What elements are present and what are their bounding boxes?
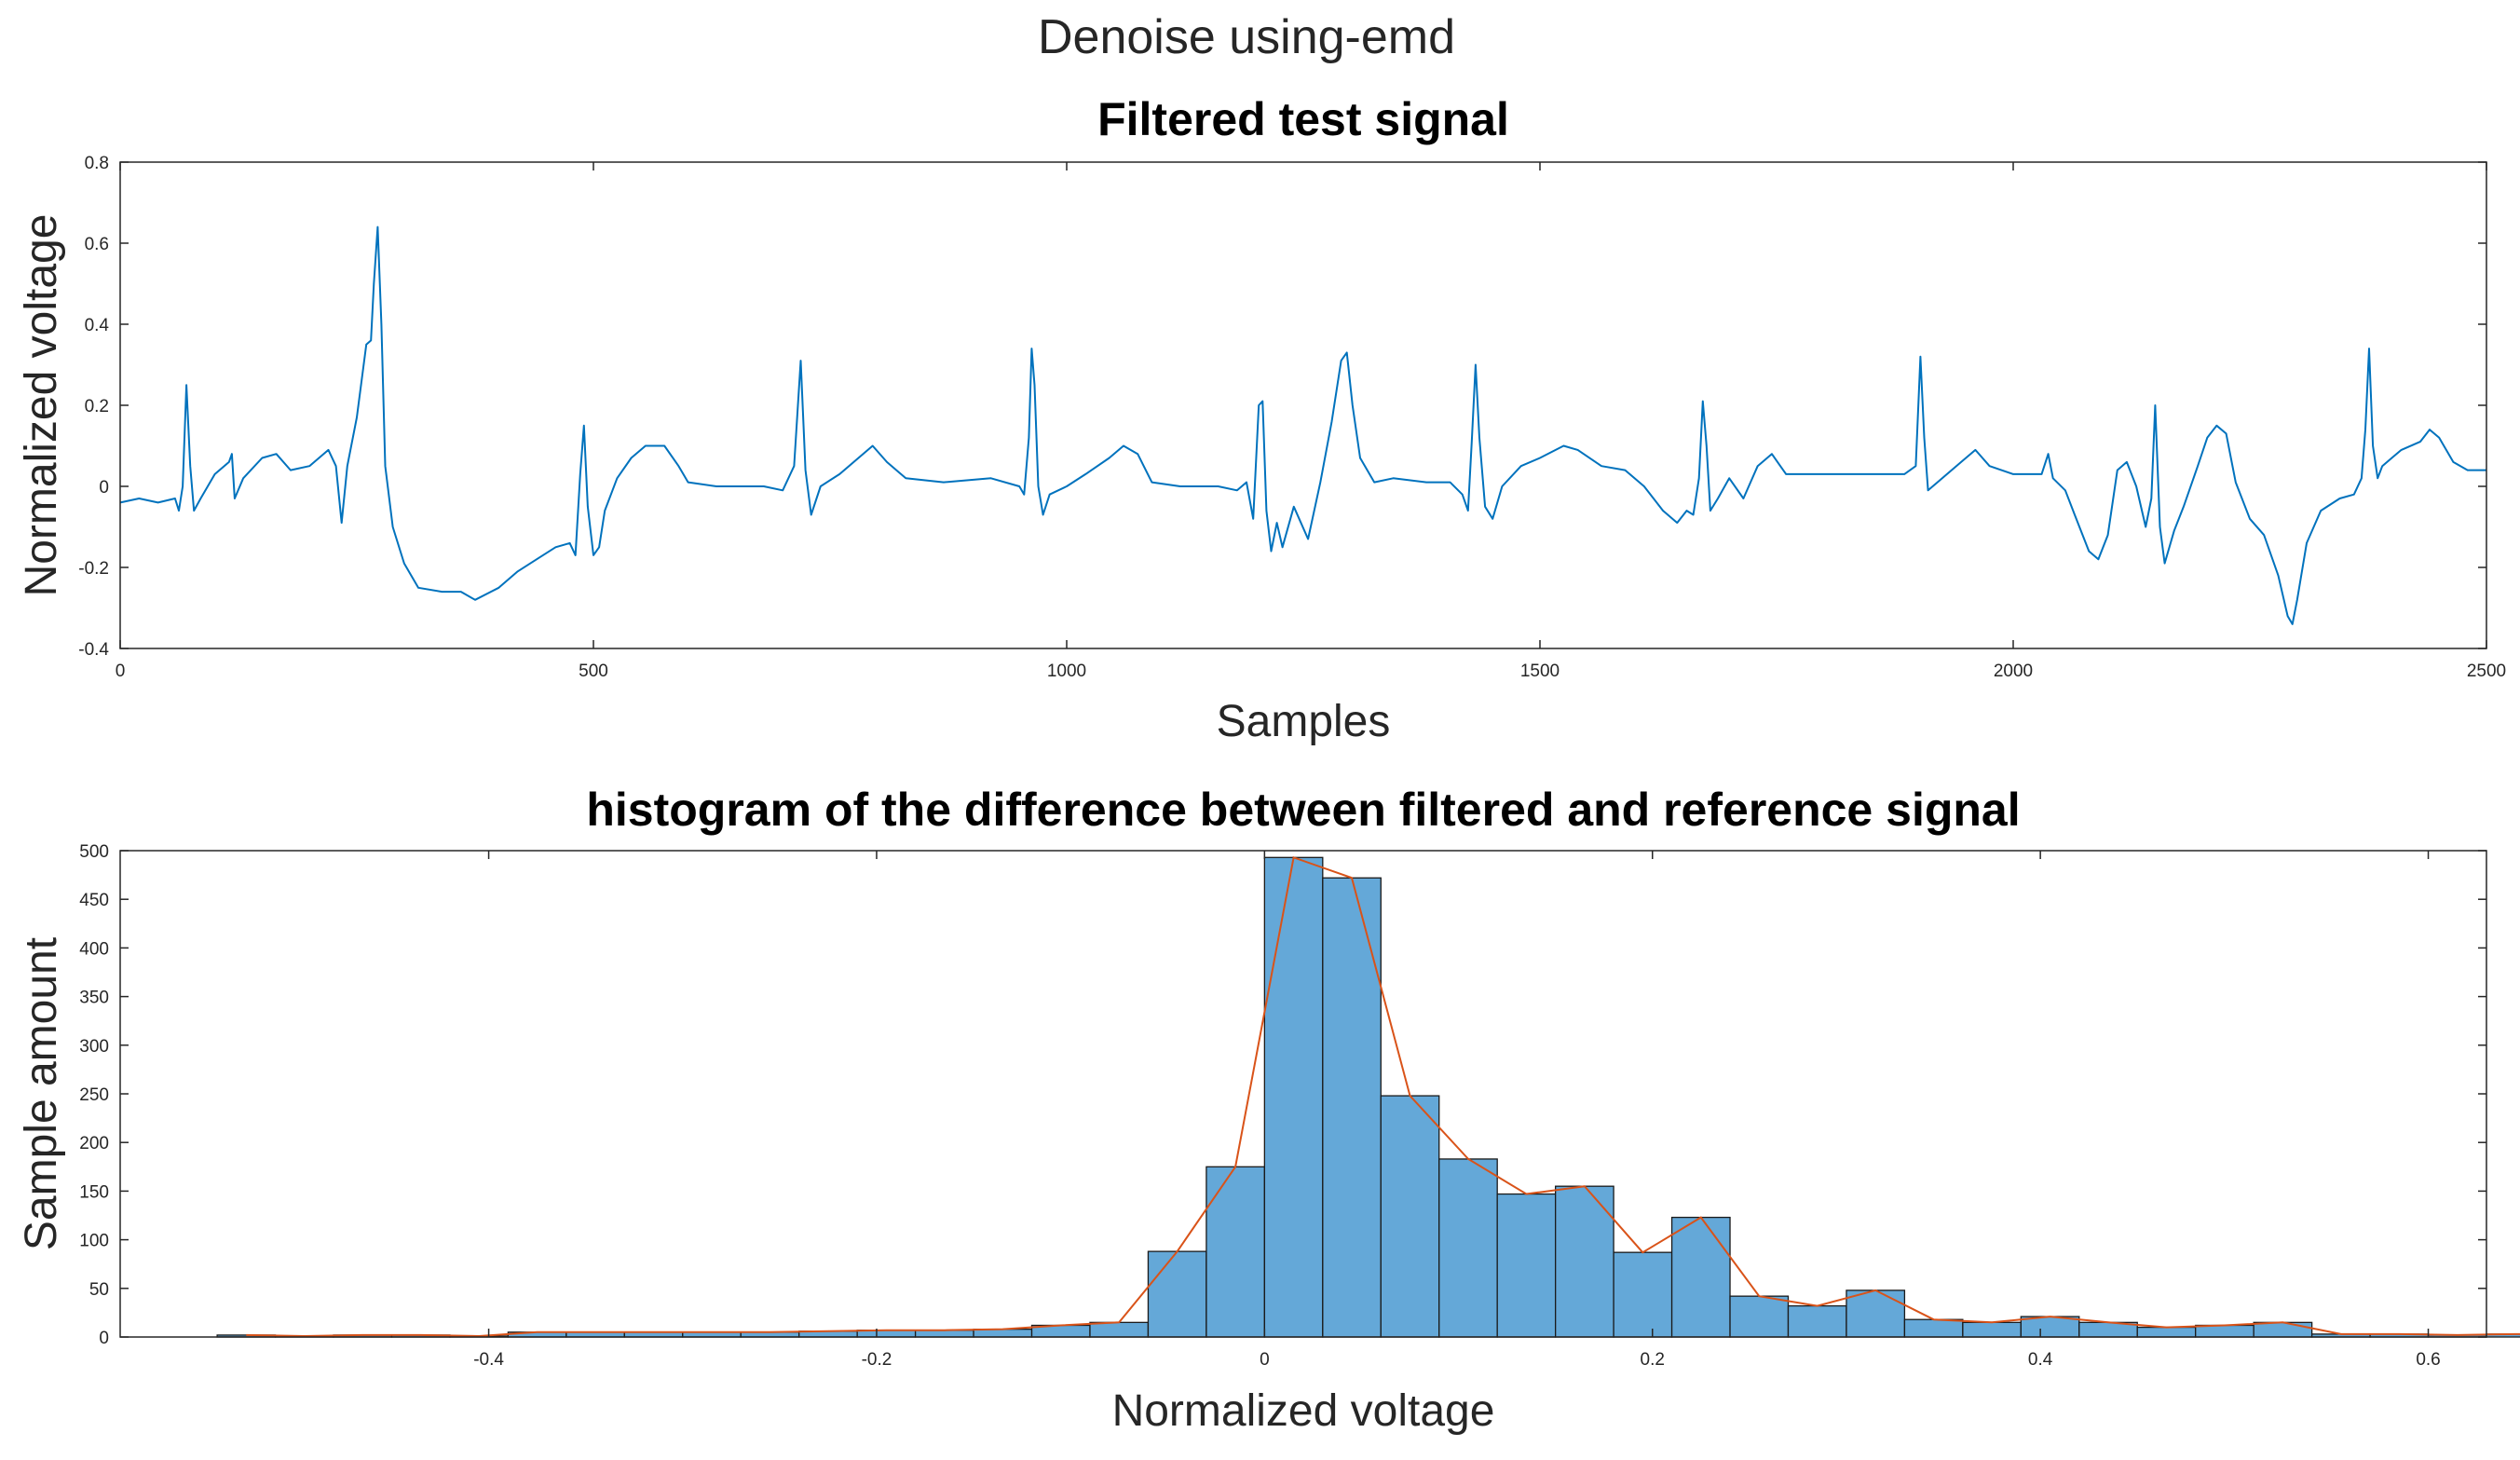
signal-chart: Filtered test signal 0 500 1000 1500 2000 250…: [17, 93, 2506, 746]
x-tick-label: -0.2: [862, 1350, 892, 1370]
histogram-bar: [1263, 856, 1324, 1338]
histogram-bar: [1846, 1289, 1906, 1338]
y-tick-label: 450: [79, 891, 109, 910]
x-tick-label: 2500: [2467, 662, 2506, 681]
y-tick-label: 50: [89, 1280, 109, 1300]
histogram-bar: [2195, 1324, 2254, 1338]
x-tick-label: 0: [1260, 1350, 1270, 1370]
histogram-bar: [1670, 1216, 1731, 1338]
histogram-bar: [1496, 1193, 1557, 1338]
y-tick-label: 0: [99, 1329, 109, 1348]
histogram-bar: [1206, 1166, 1266, 1338]
y-tick-label: 150: [79, 1182, 109, 1202]
y-tick-label: 0.2: [85, 397, 109, 416]
histogram-x-axis-label: Normalized voltage: [1112, 1386, 1495, 1436]
y-tick-label: 350: [79, 989, 109, 1008]
y-tick-label: 0: [99, 478, 109, 498]
signal-line: [119, 225, 2486, 625]
y-tick-label: 500: [79, 842, 109, 862]
histogram-bar: [1962, 1321, 2022, 1338]
histogram-bar: [1787, 1304, 1847, 1338]
histogram-bar: [1089, 1321, 1150, 1338]
histogram-bar: [1380, 1095, 1440, 1338]
figure-suptitle: Denoise using-emd: [1038, 10, 1455, 64]
y-tick-label: 300: [79, 1037, 109, 1057]
y-tick-label: 100: [79, 1232, 109, 1251]
y-tick-label: -0.2: [78, 559, 109, 579]
y-tick-label: 200: [79, 1134, 109, 1153]
y-tick-label: 250: [79, 1085, 109, 1105]
histogram-ticks-group: -0.4 -0.2 0 0.2 0.4 0.6 0 50 100 150 200 250 300 350 4…: [79, 842, 2486, 1370]
histogram-bar: [1729, 1295, 1790, 1338]
x-tick-label: 0.6: [2416, 1350, 2440, 1370]
histogram-bar: [1147, 1250, 1207, 1338]
signal-axes-box: [119, 161, 2487, 649]
x-tick-label: -0.4: [473, 1350, 504, 1370]
histogram-fit-group: [246, 855, 2520, 1338]
signal-y-axis-label: Normalized voltage: [17, 214, 66, 597]
x-tick-label: 1500: [1520, 662, 1560, 681]
signal-series-group: [119, 225, 2486, 625]
x-tick-label: 0.2: [1641, 1350, 1665, 1370]
x-tick-label: 1000: [1047, 662, 1086, 681]
signal-chart-title: Filtered test signal: [1097, 93, 1509, 145]
signal-x-axis-label: Samples: [1217, 697, 1391, 746]
histogram-bar: [914, 1330, 974, 1338]
x-tick-label: 2000: [1994, 662, 2033, 681]
histogram-y-axis-label: Sample amount: [17, 937, 66, 1250]
histogram-chart: histogram of the difference between filt…: [17, 784, 2520, 1436]
signal-plot-area: [120, 162, 2486, 648]
y-tick-label: 400: [79, 939, 109, 959]
histogram-bar: [2136, 1326, 2197, 1338]
x-tick-label: 0: [116, 662, 126, 681]
y-tick-label: 0.6: [85, 235, 109, 254]
histogram-bar: [1438, 1158, 1498, 1338]
x-tick-label: 0.4: [2028, 1350, 2053, 1370]
x-tick-label: 500: [579, 662, 608, 681]
histogram-bar: [2253, 1321, 2313, 1338]
histogram-fit-line: [246, 855, 2520, 1338]
y-tick-label: -0.4: [78, 640, 109, 660]
histogram-bar: [1903, 1318, 1964, 1338]
histogram-axes-box: [119, 850, 2487, 1338]
y-tick-label: 0.8: [85, 154, 109, 173]
histogram-bar: [1322, 877, 1382, 1338]
histogram-bar: [2020, 1316, 2080, 1338]
histogram-bar: [1613, 1251, 1673, 1338]
histogram-chart-title: histogram of the difference between filt…: [586, 784, 2020, 836]
y-tick-label: 0.4: [85, 316, 110, 335]
